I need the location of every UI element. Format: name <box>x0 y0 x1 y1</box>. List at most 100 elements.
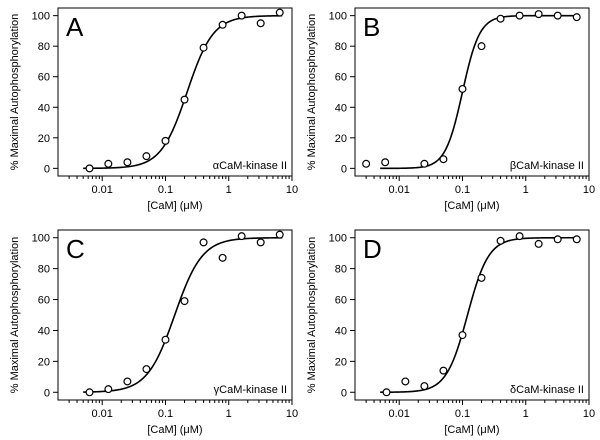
x-tick-label: 1 <box>226 184 232 196</box>
y-tick-label: 0 <box>341 163 347 175</box>
x-tick-label: 0.01 <box>92 184 113 196</box>
data-point <box>572 235 581 244</box>
fit-curve <box>83 236 283 393</box>
data-point <box>199 238 208 247</box>
plot-frame <box>354 7 590 177</box>
x-axis-title: [CaM] (μM) <box>444 200 499 212</box>
panel-letter: D <box>363 234 382 264</box>
panel-letter: C <box>66 234 85 264</box>
x-minor-ticks <box>365 176 587 179</box>
data-point <box>553 11 562 20</box>
data-point <box>515 232 524 241</box>
data-point <box>275 8 284 17</box>
y-tick-label: 40 <box>335 325 347 337</box>
y-tick-label: 100 <box>329 233 347 245</box>
fit-curve <box>83 14 283 170</box>
data-point <box>199 43 208 52</box>
y-axis-title: % Maximal Autophosphorylation <box>9 14 21 171</box>
x-tick-label: 10 <box>583 408 595 420</box>
x-tick-label: 0.1 <box>455 408 470 420</box>
isoform-label: γCaM-kinase II <box>214 384 287 396</box>
y-axis-title: % Maximal Autophosphorylation <box>306 14 318 171</box>
y-tick-label: 60 <box>38 295 50 307</box>
data-point <box>180 95 189 104</box>
panel-letter: B <box>363 12 380 42</box>
data-point <box>477 273 486 282</box>
y-tick-label: 80 <box>335 264 347 276</box>
y-tick-label: 20 <box>38 356 50 368</box>
data-point <box>256 238 265 247</box>
y-tick-label: 60 <box>335 72 347 84</box>
y-tick-label: 100 <box>329 11 347 23</box>
y-tick-label: 80 <box>335 41 347 53</box>
x-minor-ticks <box>365 400 587 403</box>
y-tick-label: 20 <box>38 133 50 145</box>
y-tick-label: 40 <box>38 325 50 337</box>
data-point <box>180 297 189 306</box>
x-tick-label: 1 <box>226 408 232 420</box>
x-minor-ticks <box>68 400 290 403</box>
panel-letter: A <box>66 12 84 42</box>
x-tick-label: 10 <box>286 184 298 196</box>
data-point <box>572 13 581 22</box>
x-tick-label: 1 <box>523 184 529 196</box>
x-tick-label: 10 <box>583 184 595 196</box>
y-tick-label: 20 <box>335 133 347 145</box>
data-point <box>439 155 448 164</box>
x-axis-title: [CaM] (μM) <box>147 200 202 212</box>
data-point <box>553 235 562 244</box>
y-tick-label: 0 <box>44 163 50 175</box>
plot-frame <box>57 7 293 177</box>
x-tick-label: 1 <box>523 408 529 420</box>
plot-frame <box>57 229 293 401</box>
x-tick-label: 10 <box>286 408 298 420</box>
data-point <box>142 152 151 161</box>
data-point <box>123 377 132 386</box>
plot-frame <box>354 229 590 401</box>
data-point <box>381 158 390 167</box>
y-tick-label: 100 <box>32 11 50 23</box>
fit-curve <box>380 236 580 394</box>
data-point <box>420 159 429 168</box>
data-point <box>534 10 543 19</box>
data-point <box>237 232 246 241</box>
data-point <box>477 42 486 51</box>
data-point <box>382 388 391 397</box>
y-tick-label: 60 <box>335 295 347 307</box>
y-tick-label: 80 <box>38 41 50 53</box>
data-point <box>142 365 151 374</box>
data-point <box>237 11 246 20</box>
data-point <box>458 84 467 93</box>
isoform-label: βCaM-kinase II <box>510 160 584 172</box>
data-point <box>439 366 448 375</box>
x-axis-title: [CaM] (μM) <box>147 424 202 436</box>
data-point <box>161 335 170 344</box>
y-tick-label: 40 <box>335 102 347 114</box>
x-tick-label: 0.1 <box>158 408 173 420</box>
data-point <box>515 11 524 20</box>
data-point <box>275 230 284 239</box>
data-point <box>104 159 113 168</box>
y-tick-label: 80 <box>38 264 50 276</box>
data-point <box>401 377 410 386</box>
y-tick-label: 60 <box>38 72 50 84</box>
x-tick-label: 0.1 <box>158 184 173 196</box>
data-point <box>534 239 543 248</box>
data-point <box>161 136 170 145</box>
x-tick-label: 0.01 <box>389 408 410 420</box>
data-point <box>85 164 94 173</box>
y-tick-label: 0 <box>341 387 347 399</box>
data-point <box>218 20 227 29</box>
y-tick-label: 20 <box>335 356 347 368</box>
y-tick-label: 100 <box>32 233 50 245</box>
data-point <box>256 19 265 28</box>
x-tick-label: 0.01 <box>389 184 410 196</box>
y-tick-label: 0 <box>44 387 50 399</box>
x-minor-ticks <box>68 176 290 179</box>
data-point <box>85 388 94 397</box>
data-point <box>458 331 467 340</box>
